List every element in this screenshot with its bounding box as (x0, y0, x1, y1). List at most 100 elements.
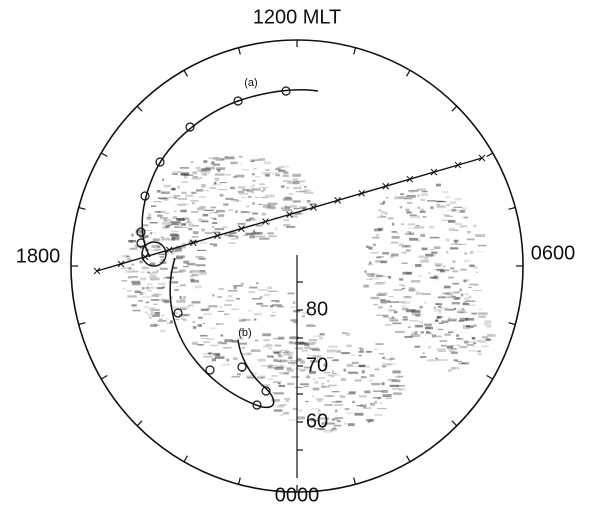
speckle (211, 161, 214, 163)
speckle (254, 313, 262, 316)
speckle (252, 173, 255, 175)
speckle (241, 197, 247, 198)
speckle (274, 392, 284, 394)
speckle (385, 324, 391, 325)
speckle (220, 334, 223, 336)
tick (452, 421, 457, 426)
speckle (374, 401, 377, 404)
speckle (460, 289, 462, 292)
speckle (252, 191, 254, 194)
speckle (410, 215, 420, 218)
speckle (132, 304, 137, 306)
speckle (417, 194, 419, 196)
speckle (300, 383, 309, 385)
speckle (190, 200, 198, 202)
speckle (191, 270, 201, 273)
speckle (432, 334, 436, 337)
speckle (452, 261, 455, 263)
speckle (130, 240, 133, 243)
speckle (293, 200, 301, 202)
speckle (409, 238, 418, 241)
speckle (334, 425, 342, 427)
speckle (196, 264, 206, 266)
speckle (206, 161, 208, 162)
tick (487, 153, 493, 157)
speckle (171, 221, 181, 223)
speckle (291, 376, 299, 378)
speckle (272, 392, 275, 393)
latitude-scale-ticks (297, 282, 303, 450)
speckle (444, 215, 449, 216)
speckle (154, 312, 160, 315)
speckle (263, 188, 265, 191)
speckle (226, 359, 229, 362)
speckle (392, 388, 400, 389)
label-noon: 1200 MLT (253, 6, 342, 28)
speckle (180, 307, 190, 309)
tick (137, 421, 142, 426)
speckle (165, 319, 168, 320)
speckle (380, 300, 384, 303)
speckle (460, 210, 465, 213)
speckle (435, 269, 443, 270)
speckle (464, 260, 471, 262)
speckle (272, 375, 278, 377)
speckle (340, 396, 345, 398)
speckle (453, 283, 460, 285)
speckle (374, 369, 379, 371)
speckle (434, 246, 441, 249)
speckle (412, 288, 416, 290)
speckle (168, 197, 176, 198)
speckle (160, 330, 166, 333)
speckle (388, 276, 391, 279)
speckle (450, 268, 455, 270)
speckle (421, 256, 423, 257)
speckle (449, 317, 451, 318)
speckle (427, 200, 436, 202)
speckle (408, 246, 412, 247)
speckle (132, 264, 134, 266)
speckle (435, 303, 442, 305)
speckle (322, 383, 324, 385)
speckle (172, 171, 181, 173)
speckle (219, 288, 224, 289)
speckle (168, 282, 176, 283)
speckle (304, 386, 310, 388)
speckle (389, 296, 394, 297)
speckle (464, 298, 469, 300)
speckle (319, 337, 323, 340)
speckle (275, 227, 277, 230)
latitude-label: 70 (306, 354, 328, 376)
speckle (395, 331, 405, 333)
speckle (382, 382, 385, 385)
speckle (274, 352, 280, 354)
speckle (457, 345, 460, 347)
speckle (193, 326, 197, 329)
tick (101, 376, 107, 380)
speckle (258, 158, 265, 161)
speckle (226, 300, 235, 302)
speckle (383, 394, 392, 397)
speckle (170, 234, 179, 237)
speckle (159, 319, 163, 321)
speckle (440, 340, 447, 341)
speckle (251, 218, 256, 221)
speckle (344, 371, 351, 372)
speckle (246, 219, 251, 221)
speckle (400, 206, 403, 208)
speckle (290, 205, 297, 208)
speckle (235, 210, 238, 213)
speckle (453, 240, 458, 242)
speckle (403, 316, 408, 319)
speckle (423, 293, 431, 295)
speckle (435, 358, 438, 359)
speckle (464, 253, 467, 255)
speckle (255, 176, 260, 178)
speckle (382, 357, 385, 359)
speckle (265, 169, 270, 171)
speckle (145, 311, 148, 313)
speckle (210, 187, 217, 188)
speckle (279, 365, 283, 366)
speckle (302, 350, 308, 352)
speckle (248, 196, 251, 198)
